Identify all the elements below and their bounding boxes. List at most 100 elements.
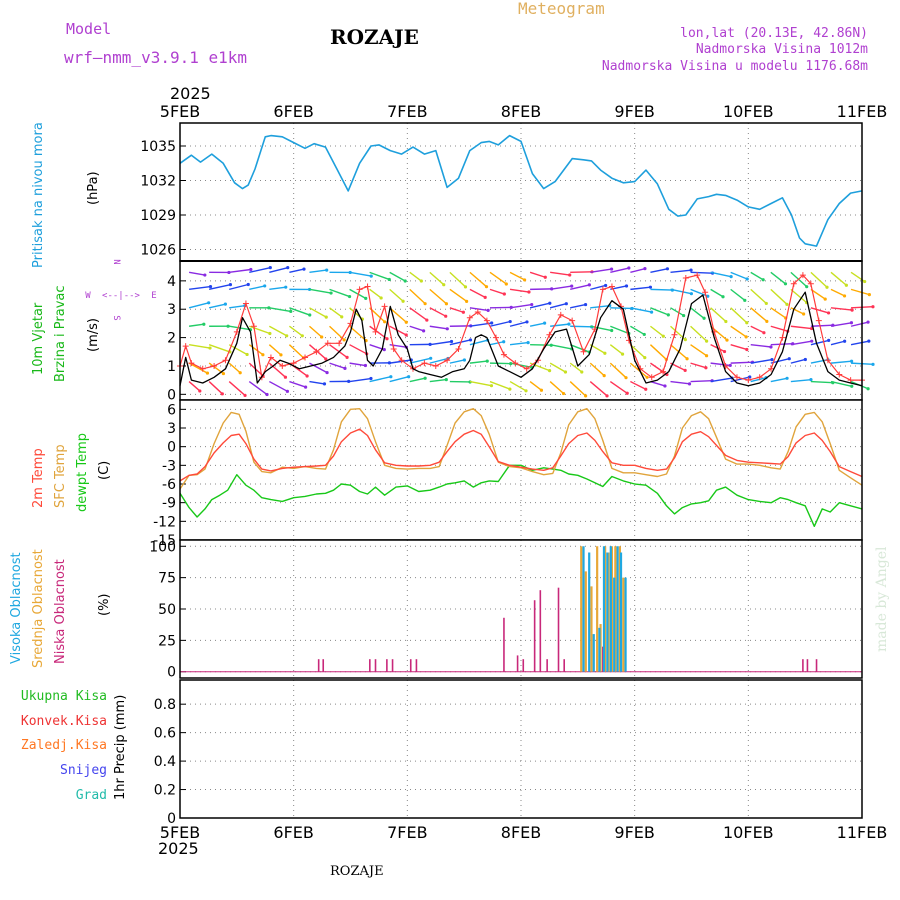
wind-gust-marker xyxy=(580,348,587,355)
wind-arrow xyxy=(750,358,773,364)
wind-arrow xyxy=(530,343,552,346)
wind-arrow-head xyxy=(682,313,686,318)
wind-arrow xyxy=(188,381,201,392)
wind-arrow-head xyxy=(267,306,271,310)
wind-gust-marker xyxy=(421,360,428,367)
pressure-ytick-label: 1035 xyxy=(140,139,176,155)
top-day-label: 5FEB xyxy=(160,102,200,121)
wind-arrow xyxy=(228,362,241,374)
wind-arrow-head xyxy=(489,384,494,388)
wind-arrow xyxy=(329,288,350,298)
wind-gust-marker xyxy=(847,377,854,384)
wind-gust-marker xyxy=(466,314,473,321)
wind-arrow-head xyxy=(722,349,727,354)
wind-arrow-head xyxy=(570,284,574,288)
bottom-year-label: 2025 xyxy=(158,839,199,858)
wind-arrow xyxy=(289,268,305,274)
wind-arrow xyxy=(309,362,328,374)
precip-ytick-label: 0.2 xyxy=(154,783,176,799)
wind-arrow xyxy=(730,307,748,324)
wind-arrow-head xyxy=(340,315,344,319)
wind-arrow xyxy=(509,341,529,346)
wind-arrow xyxy=(630,380,647,390)
dewpoint-line xyxy=(179,464,863,527)
wind-arrow xyxy=(830,340,845,346)
wind-arrow xyxy=(790,358,806,364)
top-day-label: 10FEB xyxy=(723,102,774,121)
wind-arrow xyxy=(409,377,426,383)
wind-arrow-head xyxy=(401,299,405,303)
wind-arrow xyxy=(349,377,372,383)
wind-arrow xyxy=(209,283,231,291)
wind-gust-marker xyxy=(599,286,606,293)
wind-gust-marker xyxy=(302,354,309,361)
wind-arrow-head xyxy=(827,338,831,343)
wind-arrow-head xyxy=(202,322,206,326)
wind-arrow-head xyxy=(643,356,647,360)
wind-arrow-head xyxy=(265,392,269,397)
wind-gust-marker xyxy=(398,357,405,364)
top-day-label: 8FEB xyxy=(501,102,541,121)
wind-arrow xyxy=(790,378,812,383)
wind-arrow-head xyxy=(502,292,506,296)
wind-gust-marker xyxy=(824,357,831,364)
wind-arrow-head xyxy=(826,311,831,315)
temp-unit: (C) xyxy=(97,461,112,480)
wind-arrow xyxy=(830,271,847,286)
wind-arrow-head xyxy=(407,375,411,379)
wind-gust-marker xyxy=(290,360,297,367)
top-day-label: 7FEB xyxy=(387,102,427,121)
bottom-day-label: 8FEB xyxy=(501,823,541,842)
wind-arrow xyxy=(248,380,268,396)
wind-arrow-head xyxy=(568,273,572,277)
wind-arrow xyxy=(790,340,812,346)
wind-arrow xyxy=(329,307,343,318)
wind-arrow-head xyxy=(810,339,814,343)
wind-arrow-head xyxy=(748,375,752,379)
wind-gust-marker xyxy=(313,348,320,355)
wind-arrow xyxy=(570,303,586,309)
wind-arrow-head xyxy=(803,357,807,362)
wind-arrow xyxy=(268,325,288,337)
wind-arrow xyxy=(369,271,390,281)
wind-arrow-head xyxy=(583,302,588,307)
compass-w: W xyxy=(85,291,91,301)
pressure-ylabel: Pritisak na nivou mora xyxy=(31,122,46,268)
cloud-ylabel-2: Srednja Oblacnost xyxy=(31,549,46,668)
footer-station: ROZAJE xyxy=(330,864,384,879)
wind-arrow-head xyxy=(502,340,506,344)
wind-arrow xyxy=(449,288,468,302)
wind-compass: N S W E <--|--> xyxy=(85,259,156,320)
wind-arrow xyxy=(489,380,511,390)
wind-gust-marker xyxy=(474,309,481,316)
wind-arrow xyxy=(449,307,464,313)
wind-arrow xyxy=(790,325,812,330)
wind-arrow-head xyxy=(685,357,689,361)
wind-arrow-head xyxy=(385,337,389,341)
wind-arrow-head xyxy=(762,331,766,335)
wind-arrow xyxy=(650,325,664,337)
wind-arrow xyxy=(429,288,447,305)
wind-gust-marker xyxy=(242,300,249,307)
wind-arrow xyxy=(649,344,667,360)
wind-arrow xyxy=(830,307,853,311)
wind-arrow xyxy=(188,302,209,309)
wind-arrow xyxy=(409,325,424,332)
wind-arrow-head xyxy=(261,353,265,357)
wind-arrow xyxy=(630,307,652,313)
cloud-unit: (%) xyxy=(97,594,112,617)
wind-gust-marker xyxy=(625,337,632,344)
temp-ylabel-1: 2m Temp xyxy=(31,448,46,508)
wind-arrow-head xyxy=(725,338,729,342)
wind-arrow xyxy=(750,288,767,304)
wind-arrow xyxy=(650,288,673,291)
wind-arrow-head xyxy=(724,319,728,324)
legend-hail: Grad xyxy=(76,788,107,803)
wind-arrow xyxy=(730,271,748,280)
wind-arrow xyxy=(229,305,245,309)
wind-arrow xyxy=(690,307,705,319)
top-day-label: 9FEB xyxy=(614,102,654,121)
wind-arrow-head xyxy=(764,301,768,306)
wind-arrow-head xyxy=(624,376,628,380)
wind-arrow xyxy=(670,380,690,385)
